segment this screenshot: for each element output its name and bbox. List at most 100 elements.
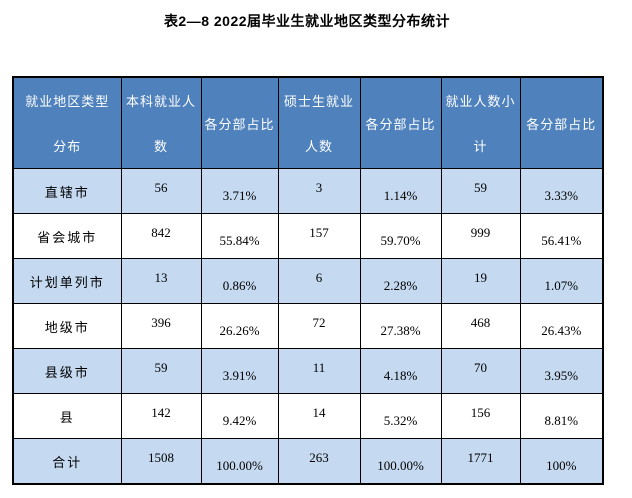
cell-value: 5.32% <box>383 413 418 428</box>
cell-master-share: 27.38% <box>359 303 442 349</box>
cell-region: 省会城市 <box>12 213 122 259</box>
cell-value: 14 <box>312 405 326 420</box>
cell-total-count: 70 <box>440 348 521 394</box>
cell-undergrad-share: 100.00% <box>200 438 279 485</box>
header-line: 各分部占比 <box>526 116 597 132</box>
cell-value: 55.84% <box>219 233 260 248</box>
cell-undergrad-count: 842 <box>120 213 202 259</box>
cell-total-share: 100% <box>519 438 604 485</box>
cell-master-count: 72 <box>277 303 361 349</box>
cell-value: 8.81% <box>544 413 579 428</box>
cell-value: 59 <box>154 360 168 375</box>
cell-value: 468 <box>470 315 491 330</box>
cell-undergrad-share: 0.86% <box>200 258 279 304</box>
cell-undergrad-count: 142 <box>120 393 202 439</box>
header-line: 就业地区类型 <box>25 94 110 109</box>
table-caption: 表2—8 2022届毕业生就业地区类型分布统计 <box>163 13 451 29</box>
header-master-count-lines: 硕士生就业 人数 <box>279 91 359 155</box>
cell-value: 3.91% <box>222 368 257 383</box>
table-row: 省会城市 842 55.84% 157 59.70% 999 56.41% <box>12 213 604 259</box>
cell-value: 3.33% <box>544 188 579 203</box>
cell-total-share: 56.41% <box>519 213 604 259</box>
cell-region: 县级市 <box>12 348 122 394</box>
cell-value: 0.86% <box>222 278 257 293</box>
header-line: 人数 <box>304 139 333 154</box>
cell-master-share: 100.00% <box>359 438 442 485</box>
cell-total-count: 19 <box>440 258 521 304</box>
cell-undergrad-share: 3.71% <box>200 168 279 214</box>
header-line: 分布 <box>53 139 82 154</box>
cell-value: 396 <box>151 315 171 330</box>
cell-value: 842 <box>151 225 171 240</box>
header-row: 就业地区类型 分布 本科就业人 数 各分部占比 硕士生就业 人数 <box>12 76 604 169</box>
cell-master-share: 59.70% <box>359 213 442 259</box>
cell-value: 26.26% <box>219 323 260 338</box>
header-total-count: 就业人数小 计 <box>440 76 521 169</box>
cell-region: 合计 <box>12 438 122 485</box>
cell-total-count: 1771 <box>440 438 521 485</box>
cell-total-share: 3.33% <box>519 168 604 214</box>
cell-total-share: 1.07% <box>519 258 604 304</box>
cell-value: 9.42% <box>222 413 257 428</box>
cell-undergrad-count: 1508 <box>120 438 202 485</box>
cell-total-share: 3.95% <box>519 348 604 394</box>
header-master-share: 各分部占比 <box>359 76 442 169</box>
cell-value: 27.38% <box>380 323 421 338</box>
cell-value: 1771 <box>467 450 494 465</box>
table-row: 地级市 396 26.26% 72 27.38% 468 26.43% <box>12 303 604 349</box>
cell-value: 56.41% <box>541 233 582 248</box>
header-undergrad-count: 本科就业人 数 <box>120 76 202 169</box>
header-line: 计 <box>473 139 488 154</box>
cell-region: 地级市 <box>12 303 122 349</box>
cell-value: 3.71% <box>222 188 257 203</box>
header-master-count: 硕士生就业 人数 <box>277 76 361 169</box>
table-row: 直辖市 56 3.71% 3 1.14% 59 3.33% <box>12 168 604 214</box>
cell-value: 19 <box>474 270 487 285</box>
cell-value: 1.14% <box>383 188 418 203</box>
cell-master-count: 14 <box>277 393 361 439</box>
header-line: 本科就业人 <box>125 94 196 109</box>
cell-total-count: 59 <box>440 168 521 214</box>
cell-value: 156 <box>470 405 491 420</box>
cell-undergrad-share: 26.26% <box>200 303 279 349</box>
header-undergrad-count-lines: 本科就业人 数 <box>122 91 200 155</box>
cell-value: 999 <box>470 225 491 240</box>
cell-value: 56 <box>154 180 168 195</box>
cell-value: 6 <box>315 270 323 285</box>
header-line: 就业人数小 <box>445 94 516 109</box>
cell-value: 1508 <box>148 450 174 465</box>
cell-value: 1.07% <box>544 278 579 293</box>
cell-value: 100.00% <box>216 458 263 473</box>
cell-value: 3 <box>315 180 323 195</box>
table-row-total: 合计 1508 100.00% 263 100.00% 1771 100% <box>12 438 604 485</box>
header-total-share: 各分部占比 <box>519 76 604 169</box>
cell-master-share: 5.32% <box>359 393 442 439</box>
cell-value: 3.95% <box>544 368 579 383</box>
table-row: 县级市 59 3.91% 11 4.18% 70 3.95% <box>12 348 604 394</box>
cell-master-count: 11 <box>277 348 361 394</box>
cell-value: 72 <box>312 315 326 330</box>
cell-value: 59 <box>474 180 487 195</box>
cell-master-share: 2.28% <box>359 258 442 304</box>
header-line: 各分部占比 <box>204 116 275 132</box>
cell-value: 100% <box>546 458 577 473</box>
cell-undergrad-share: 9.42% <box>200 393 279 439</box>
cell-master-count: 157 <box>277 213 361 259</box>
cell-master-share: 1.14% <box>359 168 442 214</box>
header-region-type: 就业地区类型 分布 <box>12 76 122 169</box>
table-row: 县 142 9.42% 14 5.32% 156 8.81% <box>12 393 604 439</box>
cell-master-share: 4.18% <box>359 348 442 394</box>
table-row: 计划单列市 13 0.86% 6 2.28% 19 1.07% <box>12 258 604 304</box>
cell-value: 100.00% <box>377 458 424 473</box>
header-total-count-lines: 就业人数小 计 <box>442 91 519 155</box>
cell-region: 计划单列市 <box>12 258 122 304</box>
cell-total-share: 8.81% <box>519 393 604 439</box>
header-line: 数 <box>153 139 168 154</box>
cell-value: 26.43% <box>541 323 582 338</box>
cell-value: 13 <box>154 270 168 285</box>
cell-region: 直辖市 <box>12 168 122 214</box>
cell-undergrad-count: 59 <box>120 348 202 394</box>
cell-undergrad-count: 56 <box>120 168 202 214</box>
cell-value: 4.18% <box>383 368 418 383</box>
cell-undergrad-count: 13 <box>120 258 202 304</box>
